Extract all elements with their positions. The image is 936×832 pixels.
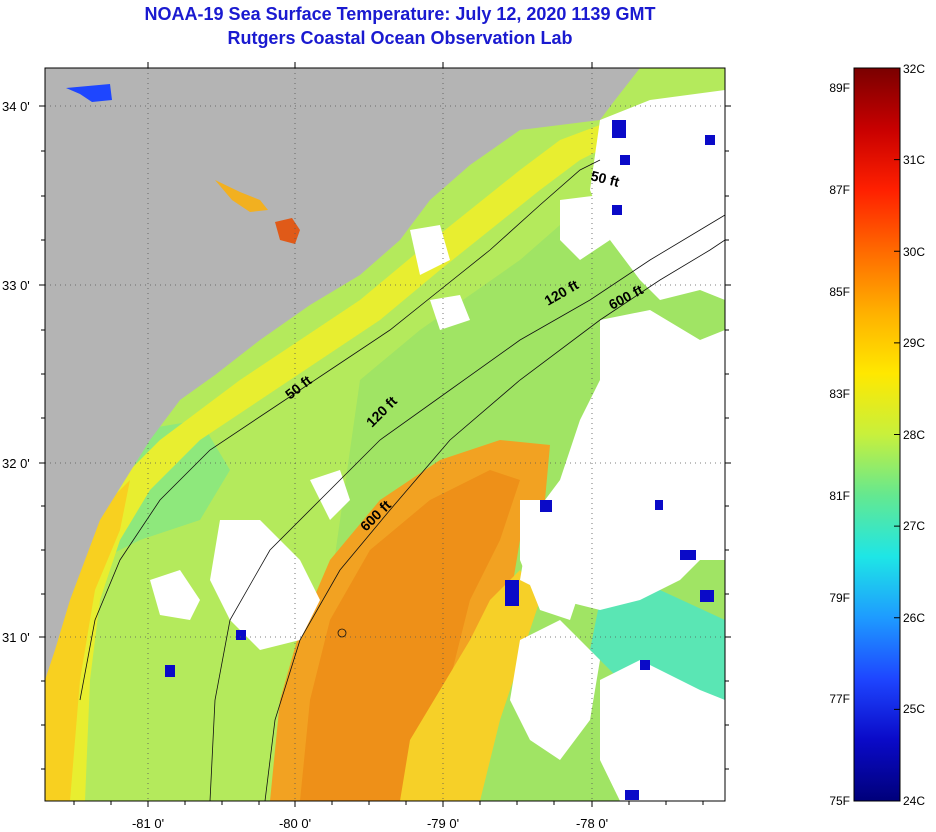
cb-label-87f: 87F: [829, 183, 850, 197]
cb-label-31c: 31C: [903, 153, 925, 167]
contour-label-50ft-north: 50 ft: [589, 167, 621, 190]
cb-label-25c: 25C: [903, 702, 925, 716]
lat-label-32: 32 0': [2, 456, 30, 471]
inshore-warm-band: [45, 125, 610, 801]
cb-label-81f: 81F: [829, 489, 850, 503]
cb-label-85f: 85F: [829, 285, 850, 299]
cb-label-27c: 27C: [903, 519, 925, 533]
cb-label-28c: 28C: [903, 428, 925, 442]
map-layers: 50 ft 50 ft 120 ft 120 ft 600 ft 600 ft: [45, 68, 725, 801]
gulf-stream-core: [300, 470, 520, 801]
cb-label-24c: 24C: [903, 794, 925, 808]
map-title: NOAA-19 Sea Surface Temperature: July 12…: [144, 4, 656, 24]
map-subtitle: Rutgers Coastal Ocean Observation Lab: [227, 28, 573, 48]
lat-label-34: 34 0': [2, 99, 30, 114]
axis-ticks: [39, 62, 731, 807]
lake-marion: [215, 180, 268, 212]
lon-label-78: -78 0': [576, 816, 608, 831]
cb-label-77f: 77F: [829, 692, 850, 706]
warm-eddy-yellow: [400, 570, 540, 801]
lake-moultrie: [275, 218, 300, 244]
lat-label-33: 33 0': [2, 278, 30, 293]
colorbar-ticks: [894, 67, 900, 802]
cb-label-29c: 29C: [903, 336, 925, 350]
land-mass: [45, 68, 640, 680]
lon-label-80: -80 0': [279, 816, 311, 831]
cb-label-83f: 83F: [829, 387, 850, 401]
cloud-mask: [150, 90, 725, 801]
cb-label-26c: 26C: [903, 611, 925, 625]
lat-label-31: 31 0': [2, 630, 30, 645]
inland-lake: [66, 84, 112, 102]
map-frame: [44, 67, 726, 802]
cb-label-30c: 30C: [903, 245, 925, 259]
colorbar-fahrenheit-labels: 89F 87F 85F 83F 81F 79F 77F 75F: [829, 81, 850, 808]
nearshore-band: [45, 480, 130, 801]
cloud-edge-pixels: [165, 120, 715, 800]
cb-label-79f: 79F: [829, 591, 850, 605]
cb-label-75f: 75F: [829, 794, 850, 808]
graticule: [45, 68, 725, 801]
cb-label-89f: 89F: [829, 81, 850, 95]
colorbar: [853, 67, 901, 802]
cb-label-32c: 32C: [903, 62, 925, 76]
lon-label-81: -81 0': [132, 816, 164, 831]
contour-600ft: [264, 239, 725, 801]
buoy-marker: [337, 628, 347, 638]
lon-label-79: -79 0': [427, 816, 459, 831]
contour-50ft: [79, 159, 601, 701]
colorbar-celsius-labels: 32C 31C 30C 29C 28C 27C 26C 25C 24C: [903, 62, 925, 808]
contour-120ft: [209, 214, 725, 801]
